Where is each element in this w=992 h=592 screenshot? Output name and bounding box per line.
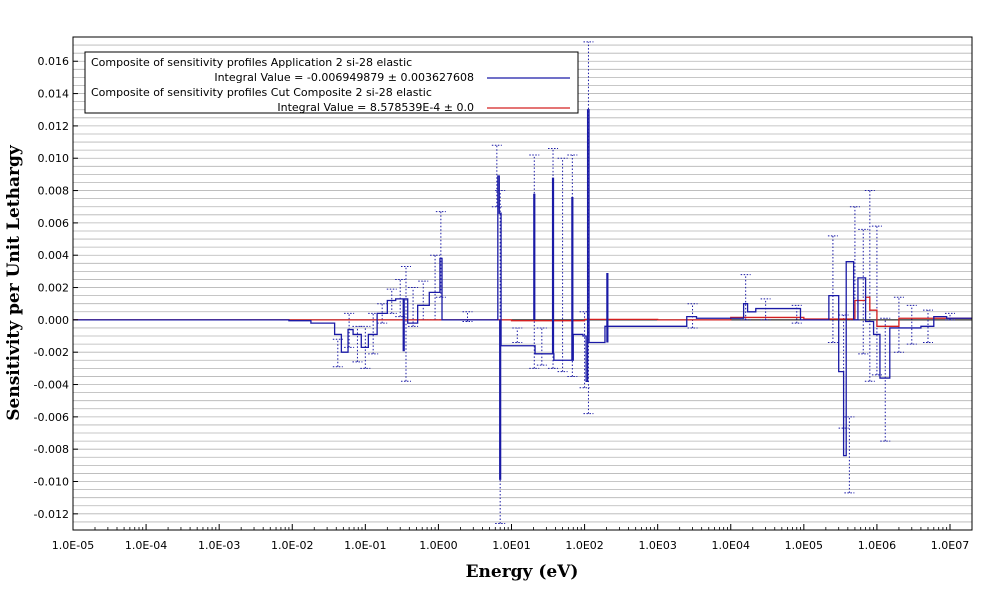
y-tick-label: -0.004 (34, 379, 69, 392)
y-tick-label: -0.006 (34, 411, 69, 424)
y-tick-label: -0.002 (34, 346, 69, 359)
x-axis-title: Energy (eV) (466, 562, 579, 582)
legend-entry-2-name: Composite of sensitivity profiles Cut Co… (91, 86, 432, 99)
y-axis-title: Sensitivity per Unit Lethargy (4, 144, 24, 421)
y-tick-label: 0.006 (38, 217, 70, 230)
x-tick-label: 1.0E02 (565, 539, 603, 552)
series-step-line (73, 109, 972, 457)
y-tick-label: 0.000 (38, 314, 70, 327)
y-tick-label: -0.008 (34, 443, 69, 456)
x-tick-label: 1.0E-04 (125, 539, 167, 552)
y-tick-label: 0.004 (38, 249, 70, 262)
y-tick-label: 0.016 (38, 55, 70, 68)
plot-frame (72, 36, 973, 531)
x-tick-label: 1.0E06 (858, 539, 896, 552)
x-tick-label: 1.0E-01 (344, 539, 386, 552)
y-tick-label: 0.002 (38, 282, 70, 295)
y-tick-label: -0.012 (34, 508, 69, 521)
x-tick-label: 1.0E-03 (198, 539, 240, 552)
y-tick-label: 0.008 (38, 185, 70, 198)
y-tick-label: 0.012 (38, 120, 70, 133)
x-tick-label: 1.0E-05 (52, 539, 94, 552)
x-tick-label: 1.0E07 (931, 539, 969, 552)
series-step-line (73, 296, 972, 327)
x-tick-label: 1.0E00 (419, 539, 457, 552)
plot-background (73, 37, 972, 530)
legend-entry-1-integral: Integral Value = -0.006949879 ± 0.003627… (214, 71, 474, 84)
x-tick-label: 1.0E03 (638, 539, 676, 552)
x-tick-label: 1.0E05 (785, 539, 823, 552)
legend: Composite of sensitivity profiles Applic… (84, 51, 579, 114)
legend-entry-1-name: Composite of sensitivity profiles Applic… (91, 56, 412, 69)
x-tick-label: 1.0E04 (712, 539, 750, 552)
y-tick-label: 0.014 (38, 88, 70, 101)
legend-box (84, 51, 579, 114)
series-lines (73, 109, 972, 480)
x-axis-ticks: 1.0E-05 1.0E-04 1.0E-03 1.0E-02 1.0E-01 1.0E0… (52, 524, 973, 552)
y-axis-ticks: -0.012 -0.010 -0.008 -0.006 -0.004 -0.002 0.00… (34, 55, 78, 521)
legend-entry-2-integral: Integral Value = 8.578539E-4 ± 0.0 (277, 101, 474, 114)
y-tick-label: -0.010 (34, 476, 69, 489)
x-tick-label: 1.0E01 (492, 539, 530, 552)
y-tick-label: 0.010 (38, 152, 70, 165)
x-tick-label: 1.0E-02 (271, 539, 313, 552)
